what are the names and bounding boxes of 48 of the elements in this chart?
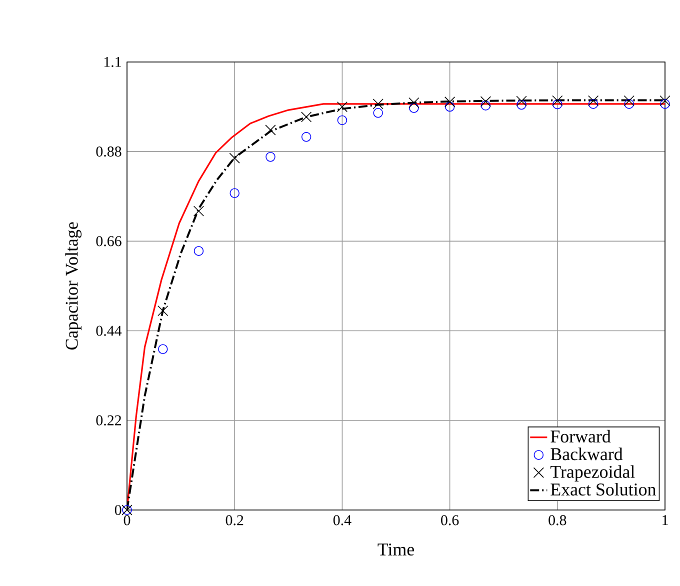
legend-label: Backward — [550, 448, 623, 460]
x-tick-label: 1 — [662, 515, 668, 526]
y-tick-label: 0.22 — [96, 415, 121, 426]
point — [372, 98, 384, 110]
x-tick-label: 0.8 — [548, 515, 566, 526]
x-axis-title: Time — [378, 543, 414, 556]
y-tick-label: 0.44 — [96, 326, 122, 336]
point — [624, 99, 634, 109]
point — [588, 95, 599, 106]
point — [336, 101, 348, 112]
y-tick-label: 0.88 — [96, 146, 122, 157]
y-tick-label: 1.1 — [104, 56, 121, 68]
y-tick-label: 0.66 — [96, 236, 122, 246]
point — [265, 124, 276, 136]
point — [660, 99, 670, 109]
x-tick-label: 0 — [124, 515, 130, 526]
point — [373, 108, 383, 118]
point — [194, 246, 204, 256]
point — [624, 95, 634, 106]
legend-label: Exact Solution — [550, 482, 656, 496]
point — [229, 152, 240, 164]
x-tick-label: 0.6 — [441, 515, 459, 526]
point — [301, 132, 312, 142]
point — [300, 112, 312, 122]
point — [409, 103, 419, 113]
point — [588, 99, 598, 109]
point — [266, 152, 276, 162]
point — [516, 100, 526, 110]
point — [660, 95, 670, 106]
point — [230, 188, 240, 198]
legend-label: Forward — [550, 430, 611, 443]
point — [158, 344, 168, 354]
point — [158, 305, 168, 316]
point — [444, 102, 455, 112]
y-tick-label: 0 — [114, 504, 122, 516]
point — [444, 96, 456, 108]
x-tick-label: 0.4 — [333, 515, 352, 526]
point — [480, 96, 492, 107]
point — [408, 97, 420, 108]
point — [516, 96, 527, 106]
legend-label: Trapezoidal — [550, 465, 635, 482]
point — [193, 206, 204, 216]
y-axis-title: Capacitor Voltage — [65, 222, 82, 350]
x-tick-label: 0.2 — [226, 515, 244, 526]
point — [337, 115, 348, 126]
point — [552, 99, 562, 110]
point — [552, 95, 563, 106]
point — [480, 100, 491, 110]
